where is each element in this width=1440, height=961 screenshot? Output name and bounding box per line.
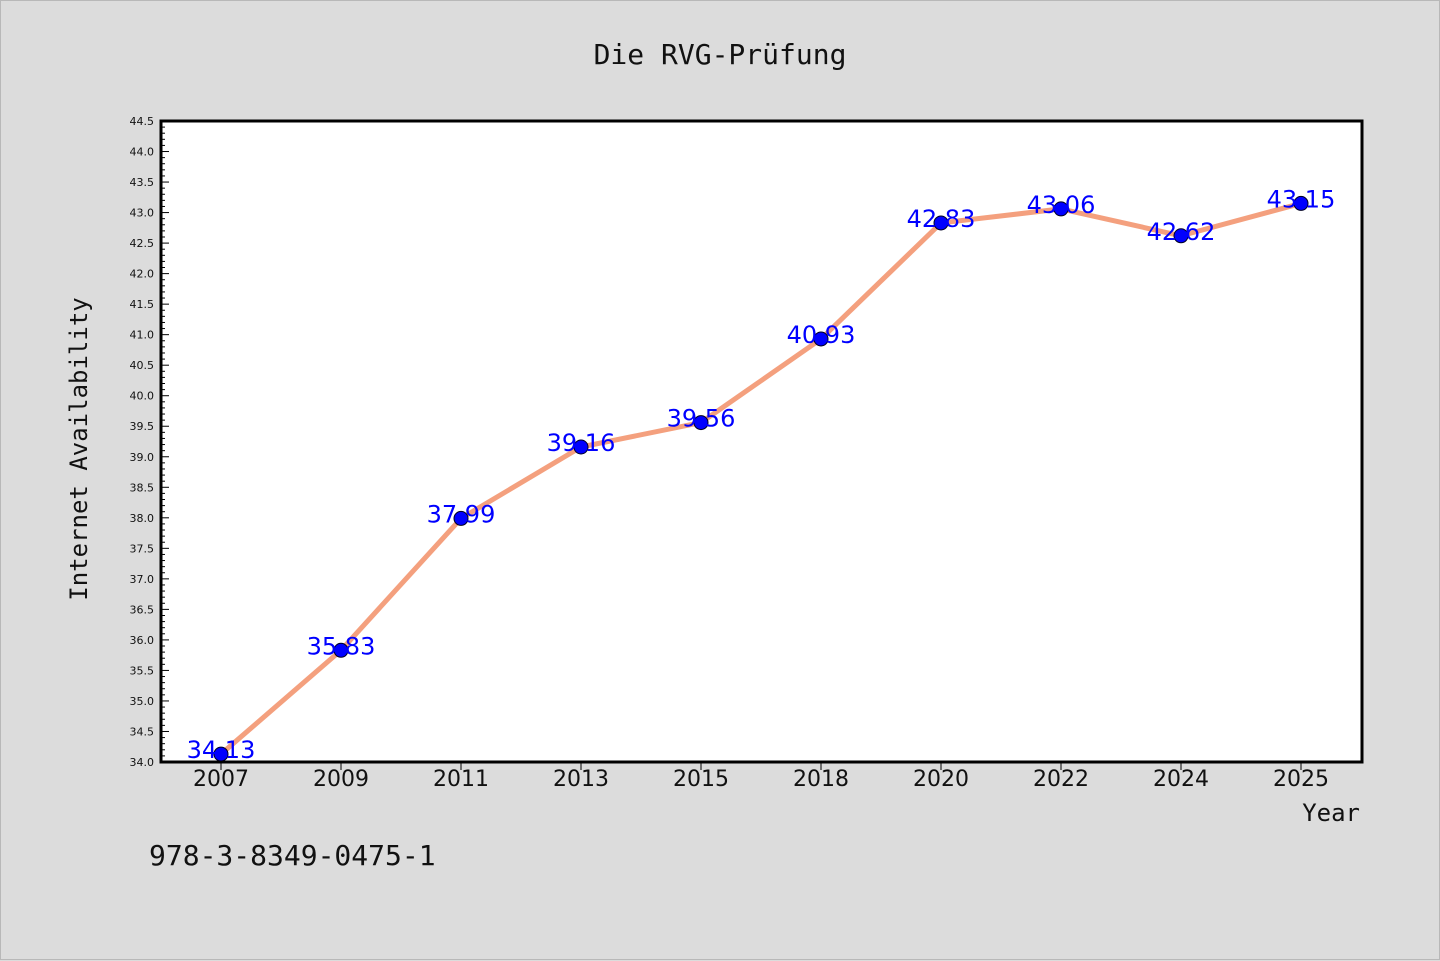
y-tick-label: 34.5 — [130, 725, 155, 738]
y-tick-label: 39.5 — [130, 420, 155, 433]
data-label: 39.56 — [667, 405, 736, 433]
y-tick-label: 36.5 — [130, 603, 155, 616]
data-point — [333, 642, 349, 658]
y-tick-label: 34.0 — [130, 756, 155, 769]
x-tick-label: 2018 — [793, 767, 849, 792]
y-tick-label: 43.0 — [130, 207, 155, 220]
y-tick-label: 41.0 — [130, 329, 155, 342]
y-tick-label: 42.5 — [130, 237, 155, 250]
data-label: 40.93 — [787, 321, 856, 349]
y-tick-label: 35.5 — [130, 664, 155, 677]
y-tick-label: 38.5 — [130, 481, 155, 494]
data-label: 43.06 — [1027, 191, 1096, 219]
y-tick-label: 36.0 — [130, 634, 155, 647]
y-tick-label: 37.0 — [130, 573, 155, 586]
data-label: 35.83 — [307, 632, 376, 660]
data-point — [453, 510, 469, 526]
y-tick-label: 44.5 — [130, 115, 155, 128]
y-tick-label: 42.0 — [130, 268, 155, 281]
data-point — [693, 415, 709, 431]
y-tick-label: 38.0 — [130, 512, 155, 525]
y-tick-label: 40.0 — [130, 390, 155, 403]
y-tick-label: 37.5 — [130, 542, 155, 555]
data-point — [1293, 195, 1309, 211]
data-label: 42.83 — [907, 205, 976, 233]
data-label: 39.16 — [547, 429, 616, 457]
data-label: 43.15 — [1267, 185, 1336, 213]
data-point — [813, 331, 829, 347]
data-point — [573, 439, 589, 455]
series-line — [218, 200, 1304, 757]
data-label: 37.99 — [427, 500, 496, 528]
y-tick-label: 44.0 — [130, 146, 155, 159]
x-axis: 2007 2009 2011 2013 2015 2018 2020 2022 2024 2025 — [193, 762, 1329, 792]
plot-border — [159, 119, 1364, 764]
x-tick-label: 2024 — [1153, 767, 1209, 792]
data-point — [1173, 228, 1189, 244]
x-tick-label: 2009 — [313, 767, 369, 792]
plot-area — [161, 121, 1362, 762]
x-tick-label: 2011 — [433, 767, 489, 792]
x-tick-label: 2015 — [673, 767, 729, 792]
y-tick-label: 40.5 — [130, 359, 155, 372]
y-tick-label: 39.0 — [130, 451, 155, 464]
data-labels: 34.13 35.83 37.99 39.16 39.56 40.93 42.83 43.06… — [187, 185, 1336, 764]
x-tick-label: 2022 — [1033, 767, 1089, 792]
x-tick-label: 2007 — [193, 767, 249, 792]
data-label: 34.13 — [187, 736, 256, 764]
data-point — [1053, 201, 1069, 217]
data-label: 42.62 — [1147, 218, 1216, 246]
x-tick-label: 2025 — [1273, 767, 1329, 792]
series-line-group — [213, 195, 1309, 762]
y-tick-label: 35.0 — [130, 695, 155, 708]
x-axis-label: Year — [1302, 799, 1360, 827]
isbn-text: 978-3-8349-0475-1 — [149, 839, 436, 872]
y-tick-label: 41.5 — [130, 298, 155, 311]
chart-title: Die RVG-Prüfung — [594, 38, 847, 71]
x-tick-label: 2013 — [553, 767, 609, 792]
y-axis-label: Internet Availability — [65, 297, 93, 600]
data-point — [933, 215, 949, 231]
y-tick-label: 43.5 — [130, 176, 155, 189]
x-tick-label: 2020 — [913, 767, 969, 792]
